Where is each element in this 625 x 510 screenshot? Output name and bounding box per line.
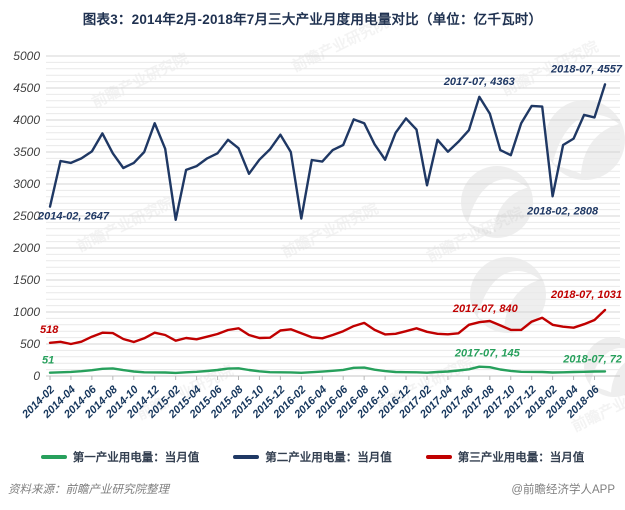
watermark-text: 前瞻产业研究院 xyxy=(289,13,391,75)
secondary-industry-line xyxy=(48,83,607,222)
legend-label-tertiary: 第三产业用电量：当月值 xyxy=(457,452,585,464)
y-axis-label: 5000 xyxy=(13,49,40,63)
y-axis-label: 1000 xyxy=(13,305,40,319)
legend-label-secondary: 第二产业用电量：当月值 xyxy=(265,452,392,464)
primary-industry-line xyxy=(48,365,607,375)
tertiary-industry-line xyxy=(48,308,607,346)
watermark-text: 前瞻产业研究院 xyxy=(89,49,191,111)
watermark-logo xyxy=(461,166,533,238)
attribution: @前瞻经济学人APP xyxy=(511,484,615,496)
annotation-label: 2017-07, 4363 xyxy=(443,76,515,88)
page-title: 图表3：2014年2月-2018年7月三大产业月度用电量对比（单位：亿千瓦时） xyxy=(82,12,543,27)
watermark-logo xyxy=(584,337,625,397)
legend-swatch-primary xyxy=(40,455,67,459)
y-axis-label: 2500 xyxy=(12,209,40,223)
legend: 第一产业用电量：当月值 第二产业用电量：当月值 第三产业用电量：当月值 xyxy=(0,449,625,465)
annotation-label: 2017-07, 840 xyxy=(452,303,519,315)
watermark-text: 前瞻产业研究院 xyxy=(279,199,381,261)
annotation-label: 2018-02, 2808 xyxy=(526,205,599,217)
annotation-label: 2018-07, 72 xyxy=(562,353,622,365)
legend-label-primary: 第一产业用电量：当月值 xyxy=(72,452,200,464)
y-axis-label: 2000 xyxy=(12,241,40,255)
annotation-label: 2014-02, 2647 xyxy=(37,211,110,223)
y-axis-label: 3500 xyxy=(13,145,40,159)
y-axis-label: 3000 xyxy=(13,177,40,191)
y-axis-label: 4500 xyxy=(13,81,40,95)
legend-swatch-secondary xyxy=(233,455,260,459)
annotation-label: 2017-07, 145 xyxy=(454,348,521,360)
y-axis-label: 4000 xyxy=(13,113,40,127)
annotation-label: 2018-07, 1031 xyxy=(550,289,622,301)
legend-item-primary-industry: 第一产业用电量：当月值 xyxy=(40,449,200,465)
y-axis-label: 0 xyxy=(33,369,40,383)
legend-item-secondary-industry: 第二产业用电量：当月值 xyxy=(233,449,392,465)
annotation-label: 2018-07, 4557 xyxy=(550,63,623,75)
watermark-logo xyxy=(545,100,625,180)
y-axis-label: 1500 xyxy=(13,273,40,287)
legend-swatch-tertiary xyxy=(425,455,452,459)
source-note: 资料来源：前瞻产业研究院整理 xyxy=(8,484,169,496)
annotation-label: 51 xyxy=(42,355,54,367)
y-axis-label: 500 xyxy=(20,337,40,351)
legend-item-tertiary-industry: 第三产业用电量：当月值 xyxy=(425,449,585,465)
footer: 资料来源：前瞻产业研究院整理 @前瞻经济学人APP xyxy=(0,481,625,497)
annotation-label: 518 xyxy=(40,324,59,336)
